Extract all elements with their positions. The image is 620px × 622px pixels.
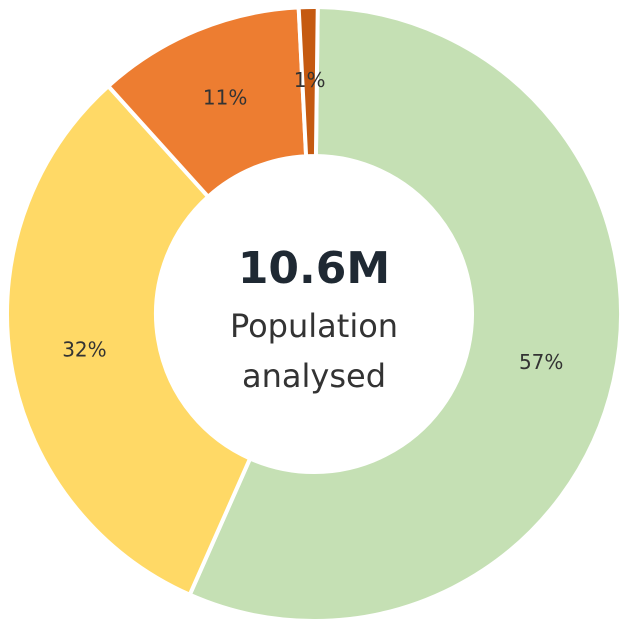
- slice-label-1: 32%: [62, 337, 106, 361]
- slice-labels-group: 57% 32% 11% 1%: [62, 68, 563, 374]
- slice-3: [296, 5, 320, 159]
- slice-label-3: 1%: [294, 68, 326, 92]
- slice-0: [187, 4, 620, 622]
- center-caption-line1: Population: [230, 307, 398, 345]
- slice-label-0: 57%: [519, 350, 563, 374]
- slices-group: [5, 4, 620, 622]
- slice-1: [5, 83, 253, 598]
- center-caption-line2: analysed: [242, 357, 386, 395]
- center-value: 10.6M: [238, 243, 390, 294]
- slice-label-2: 11%: [203, 86, 247, 110]
